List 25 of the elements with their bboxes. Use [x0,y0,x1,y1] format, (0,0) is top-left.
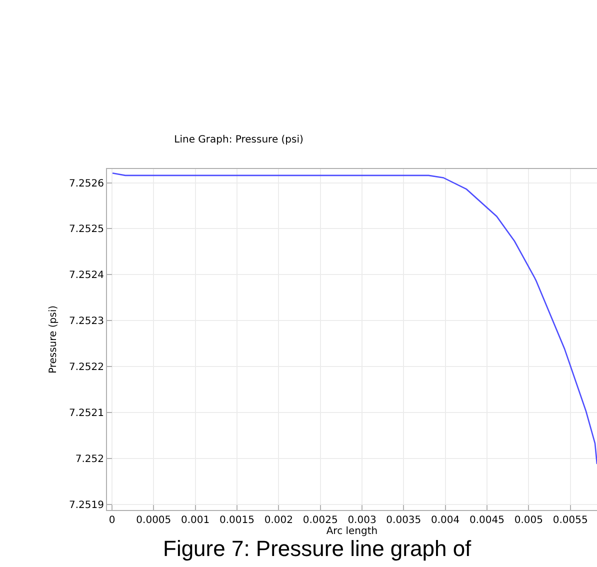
x-tick-label: 0.0045 [470,515,504,526]
x-tick-label: 0 [108,515,116,526]
x-tick-label: 0.0005 [136,515,172,526]
x-tick-label: 0.0055 [552,515,588,526]
x-tick-label: 0.0025 [302,515,338,526]
y-tick-label: 7.2522 [69,362,104,374]
y-tick-label: 7.2524 [69,270,104,282]
x-axis-title: Arc length [326,526,378,537]
y-tick-label: 7.2526 [69,178,104,190]
x-tick-label: 0.001 [181,515,210,526]
x-tick-label: 0.0035 [386,515,422,526]
line-series [112,172,597,465]
y-tick-label: 7.2521 [69,408,104,420]
x-tick-label: 0.002 [264,515,293,526]
x-tick-label: 0.0015 [220,515,254,526]
y-axis-title: Pressure (psi) [48,305,59,374]
y-tick-label: 7.2519 [69,500,104,511]
caption: Figure 7: Pressure line graph of [163,536,472,561]
x-tick-label: 0.003 [348,515,376,526]
y-tick-label: 7.2523 [69,316,104,328]
x-tick-label: 0.005 [514,515,543,526]
chart-title: Line Graph: Pressure (psi) [174,134,304,146]
x-tick-label: 0.004 [431,515,460,526]
y-tick-label: 7.2525 [69,224,104,236]
y-tick-label: 7.252 [75,454,104,466]
